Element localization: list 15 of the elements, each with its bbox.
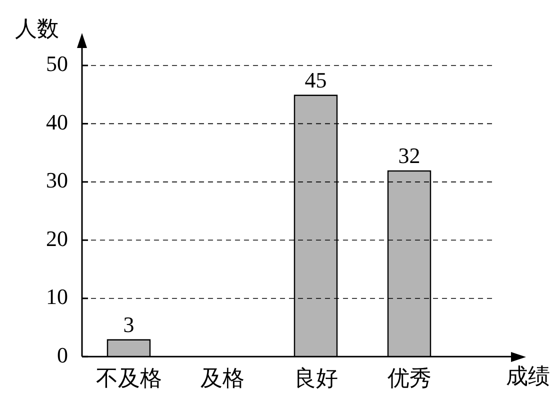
data-label: 45: [304, 67, 327, 92]
y-tick-label: 0: [57, 342, 68, 368]
y-tick-label: 10: [46, 284, 68, 310]
y-axis-title: 人数: [15, 16, 59, 41]
y-tick-label: 30: [46, 168, 68, 193]
x-axis-title: 成绩: [506, 363, 550, 388]
data-label: 3: [123, 312, 134, 337]
x-tick-label: 不及格: [96, 366, 162, 391]
x-tick-label: 优秀: [387, 366, 432, 391]
y-tick-label: 40: [46, 109, 68, 134]
x-tick-label: 良好: [294, 366, 338, 391]
data-label: 32: [398, 143, 420, 168]
y-tick-label: 50: [46, 51, 68, 76]
x-tick-label: 及格: [200, 366, 244, 391]
y-tick-label: 20: [46, 226, 68, 251]
